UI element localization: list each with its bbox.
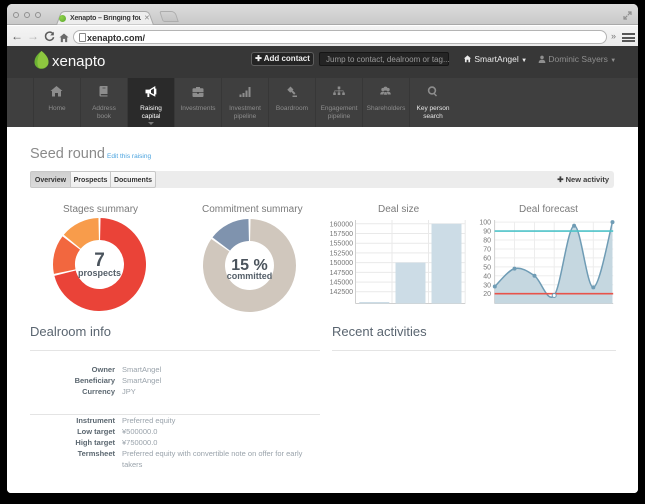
svg-text:7: 7 xyxy=(94,250,105,271)
svg-text:155000: 155000 xyxy=(330,241,353,248)
svg-text:50: 50 xyxy=(483,264,491,271)
svg-text:40: 40 xyxy=(483,273,491,280)
svg-text:142500: 142500 xyxy=(330,289,353,296)
svg-text:80: 80 xyxy=(483,238,491,245)
svg-text:145000: 145000 xyxy=(330,280,353,287)
svg-text:152500: 152500 xyxy=(330,250,353,257)
svg-text:160000: 160000 xyxy=(330,221,353,228)
svg-text:100: 100 xyxy=(479,220,491,227)
svg-text:90: 90 xyxy=(483,229,491,236)
svg-text:150000: 150000 xyxy=(330,260,353,267)
svg-text:20: 20 xyxy=(483,291,491,298)
svg-text:30: 30 xyxy=(483,282,491,289)
svg-text:70: 70 xyxy=(483,247,491,254)
svg-text:prospects: prospects xyxy=(78,268,121,278)
svg-text:15 %: 15 % xyxy=(231,257,267,274)
svg-text:60: 60 xyxy=(483,255,491,262)
svg-text:committed: committed xyxy=(227,271,273,281)
svg-text:157500: 157500 xyxy=(330,231,353,238)
svg-text:147500: 147500 xyxy=(330,270,353,277)
